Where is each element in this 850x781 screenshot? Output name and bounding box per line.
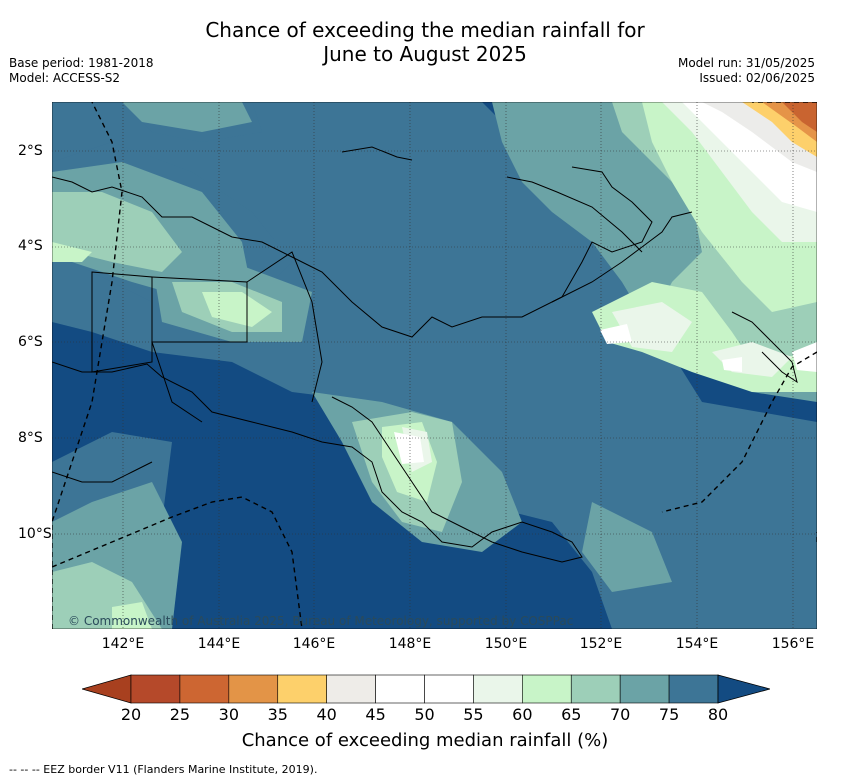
meta-left: Base period: 1981-2018 Model: ACCESS-S2 bbox=[9, 56, 154, 86]
eez-legend-note: -- -- -- EEZ border V11 (Flanders Marine… bbox=[9, 763, 318, 776]
lat-label-2s: 2°S bbox=[18, 143, 43, 159]
colorbar-segment bbox=[570, 674, 621, 704]
lon-label-154e: 154°E bbox=[675, 636, 719, 652]
coastlines bbox=[52, 146, 798, 563]
lat-label-4s: 4°S bbox=[18, 238, 43, 254]
colorbar-segment bbox=[277, 674, 327, 704]
colorbar-under-arrow bbox=[82, 674, 132, 704]
lon-label-146e: 146°E bbox=[292, 636, 336, 652]
colorbar-segment bbox=[228, 674, 279, 704]
title-line-2: June to August 2025 bbox=[323, 42, 527, 66]
lon-label-142e: 142°E bbox=[101, 636, 145, 652]
lon-label-152e: 152°E bbox=[579, 636, 623, 652]
colorbar-segment bbox=[522, 674, 572, 704]
colorbar-tick-label: 65 bbox=[561, 705, 582, 724]
rainfall-map: © Commonwealth of Australia 2025, Bureau… bbox=[52, 102, 817, 629]
base-period-text: Base period: 1981-2018 bbox=[9, 56, 154, 70]
colorbar-segment bbox=[179, 674, 230, 704]
colorbar-segment bbox=[473, 674, 523, 704]
colorbar-label: Chance of exceeding median rainfall (%) bbox=[241, 730, 609, 751]
copyright-text: © Commonwealth of Australia 2025, Bureau… bbox=[68, 614, 573, 628]
colorbar-tick-label: 80 bbox=[707, 705, 729, 724]
eez-borders bbox=[52, 102, 817, 629]
colorbar-tick-label: 75 bbox=[658, 705, 680, 724]
colorbar-tick-label: 45 bbox=[365, 705, 386, 724]
model-text: Model: ACCESS-S2 bbox=[9, 71, 121, 85]
lon-label-144e: 144°E bbox=[197, 636, 241, 652]
colorbar-tick-label: 35 bbox=[267, 705, 288, 724]
issued-text: Issued: 02/06/2025 bbox=[699, 71, 815, 85]
colorbar-segment bbox=[668, 674, 719, 704]
colorbar-segment bbox=[326, 674, 376, 704]
lat-label-8s: 8°S bbox=[18, 430, 43, 446]
lon-label-148e: 148°E bbox=[388, 636, 432, 652]
lat-label-6s: 6°S bbox=[18, 334, 43, 350]
admin-borders bbox=[91, 251, 323, 423]
colorbar-over-arrow bbox=[717, 674, 770, 704]
colorbar-segment bbox=[375, 674, 425, 704]
model-run-text: Model run: 31/05/2025 bbox=[677, 56, 815, 70]
band-25-30 bbox=[782, 102, 817, 132]
colorbar bbox=[82, 674, 770, 704]
colorbar-tick-label: 25 bbox=[169, 705, 191, 724]
meta-right: Model run: 31/05/2025 Issued: 02/06/2025 bbox=[678, 56, 815, 86]
colorbar-tick-label: 20 bbox=[120, 705, 142, 724]
colorbar-segment bbox=[130, 674, 181, 704]
colorbar-segment bbox=[424, 674, 474, 704]
colorbar-tick-label: 30 bbox=[218, 705, 239, 724]
lon-label-150e: 150°E bbox=[484, 636, 528, 652]
gridlines bbox=[52, 102, 817, 629]
chart-title: Chance of exceeding the median rainfall … bbox=[0, 18, 850, 66]
colorbar-tick-label: 50 bbox=[414, 705, 435, 724]
colorbar-tick-label: 40 bbox=[316, 705, 337, 724]
colorbar-tick-label: 70 bbox=[609, 705, 631, 724]
lon-label-156e: 156°E bbox=[771, 636, 815, 652]
lat-label-10s: 10°S bbox=[18, 526, 52, 542]
title-line-1: Chance of exceeding the median rainfall … bbox=[205, 18, 645, 42]
colorbar-segment bbox=[619, 674, 670, 704]
colorbar-tick-label: 55 bbox=[463, 705, 484, 724]
colorbar-tick-label: 60 bbox=[512, 705, 533, 724]
